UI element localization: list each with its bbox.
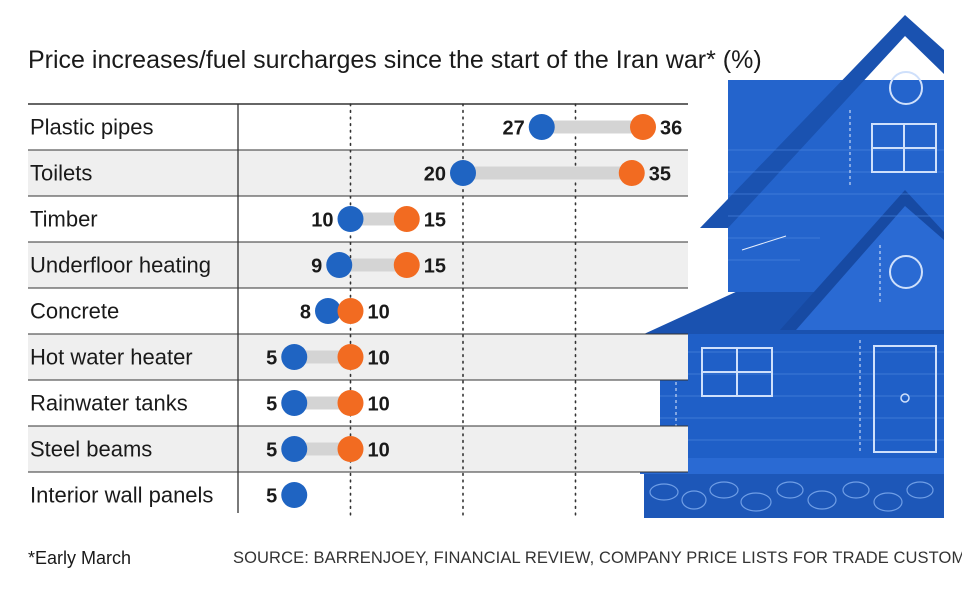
start-value-label: 27 [503, 118, 525, 140]
start-dot [315, 298, 341, 324]
start-dot [326, 252, 353, 278]
end-dot [337, 436, 364, 462]
start-value-label: 20 [424, 164, 446, 186]
category-label: Toilets [30, 161, 92, 186]
start-dot [450, 160, 476, 186]
category-label: Timber [30, 207, 98, 232]
category-label: Underfloor heating [30, 253, 211, 278]
category-label: Steel beams [30, 437, 152, 462]
end-dot [618, 160, 645, 186]
house-main-roof [700, 15, 944, 228]
category-label: Interior wall panels [30, 483, 213, 508]
end-value-label: 35 [649, 164, 671, 186]
footnote: *Early March [28, 548, 132, 568]
house-porch-ledge [640, 456, 944, 474]
start-dot [281, 436, 308, 462]
start-dot [281, 390, 308, 416]
end-value-label: 15 [424, 210, 446, 232]
house-blueprint-marks [675, 110, 881, 452]
house-stonework [649, 481, 934, 512]
start-dot [528, 114, 555, 140]
start-value-label: 5 [266, 486, 277, 508]
house-door [873, 345, 937, 453]
end-value-label: 36 [660, 118, 682, 140]
start-dot [281, 344, 308, 370]
category-label: Concrete [30, 299, 119, 324]
end-value-label: 10 [368, 302, 390, 324]
row-bands [28, 103, 688, 473]
house-attic-vent [889, 71, 923, 105]
end-dot [337, 344, 364, 370]
end-dot [337, 298, 364, 324]
start-value-label: 9 [311, 256, 322, 278]
start-value-label: 5 [266, 394, 277, 416]
start-dot [337, 206, 364, 232]
end-dot [393, 206, 420, 232]
chart-title: Price increases/fuel surcharges since th… [28, 46, 762, 74]
start-dot [281, 482, 308, 508]
start-value-label: 8 [300, 302, 311, 324]
category-label: Hot water heater [30, 345, 193, 370]
end-value-label: 10 [368, 394, 390, 416]
end-value-label: 10 [368, 440, 390, 462]
category-label: Plastic pipes [30, 115, 154, 140]
source-credit: SOURCE: BARRENJOEY, FINANCIAL REVIEW, CO… [233, 549, 962, 567]
data-marks: 27 36 20 35 10 15 9 15 8 10 5 10 5 10 5 10 5 [266, 114, 682, 508]
category-label: Rainwater tanks [30, 391, 188, 416]
start-value-label: 5 [266, 440, 277, 462]
end-dot [337, 390, 364, 416]
end-dot [630, 114, 656, 140]
category-labels: Plastic pipes Toilets Timber Underfloor hea… [30, 115, 213, 508]
house-foundation [644, 472, 944, 518]
house-gable-vent [889, 255, 923, 289]
start-value-label: 10 [311, 210, 333, 232]
house-secondary-gable-trim [780, 190, 944, 330]
house-illustration [640, 15, 944, 518]
house-secondary-gable [790, 198, 944, 330]
start-value-label: 5 [266, 348, 277, 370]
end-value-label: 10 [368, 348, 390, 370]
end-value-label: 15 [424, 256, 446, 278]
house-lower-wall [660, 330, 944, 458]
end-dot [393, 252, 420, 278]
house-siding [660, 149, 944, 441]
